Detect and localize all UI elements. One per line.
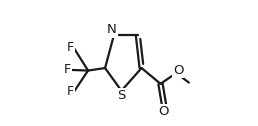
Text: F: F <box>67 41 74 54</box>
Text: S: S <box>117 89 126 102</box>
Text: F: F <box>64 63 71 76</box>
Text: N: N <box>107 23 116 37</box>
Text: O: O <box>173 64 184 77</box>
Text: O: O <box>158 105 169 118</box>
Text: F: F <box>67 85 74 99</box>
